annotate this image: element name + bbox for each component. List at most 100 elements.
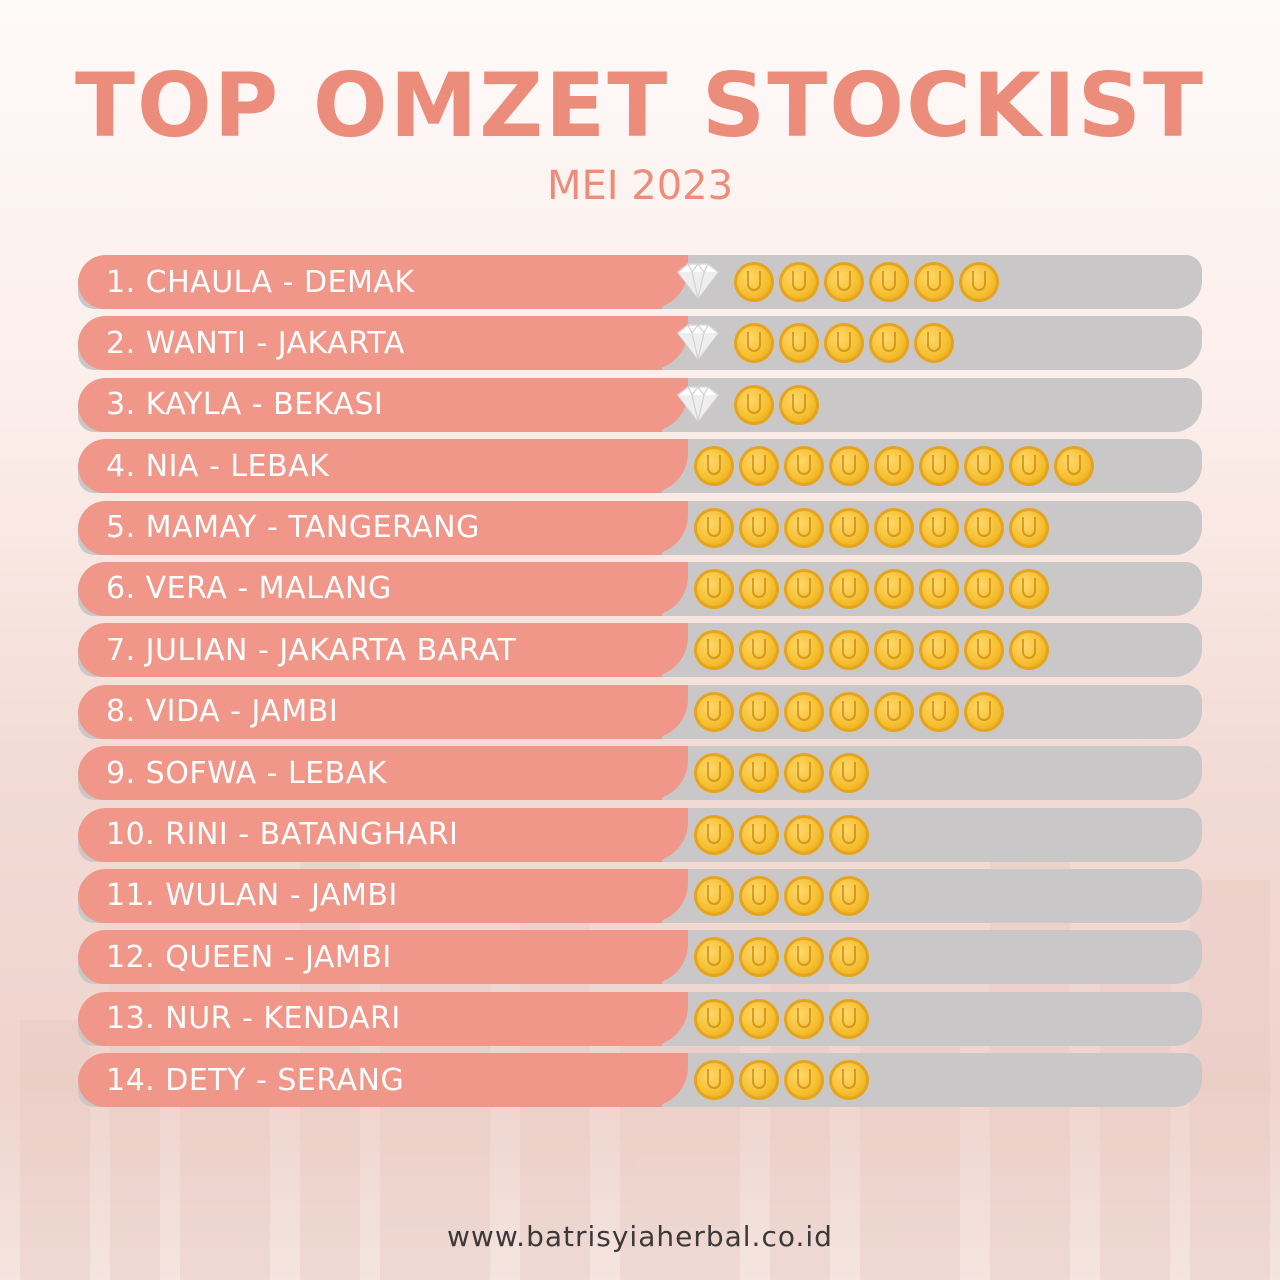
gold-coin-icon xyxy=(959,262,999,302)
gold-coin-icon xyxy=(829,1060,869,1101)
gold-coin-icon xyxy=(694,568,734,609)
gold-coin-icon xyxy=(914,262,954,302)
diamond-icon xyxy=(676,263,720,300)
gold-coin-icon xyxy=(964,568,1004,609)
award-icons xyxy=(670,378,1202,432)
gold-coin-icon xyxy=(739,568,779,609)
gold-coin-icon xyxy=(779,262,819,302)
gold-coin-icon xyxy=(784,937,824,978)
website-footer: www.batrisyiaherbal.co.id xyxy=(447,1220,833,1253)
gold-coin-icon xyxy=(829,568,869,609)
gold-coin-icon xyxy=(739,998,779,1039)
ranking-row: 3. KAYLA - BEKASI xyxy=(78,377,1202,432)
gold-coin-icon xyxy=(829,814,869,855)
ranking-row: 8. VIDA - JAMBI xyxy=(78,684,1202,739)
award-icons xyxy=(670,439,1202,493)
gold-coin-icon xyxy=(694,1060,734,1101)
award-icons xyxy=(670,930,1202,984)
gold-coin-icon xyxy=(694,691,734,732)
gold-coin-icon xyxy=(874,568,914,609)
gold-coin-icon xyxy=(734,384,774,425)
ranking-row: 14. DETY - SERANG xyxy=(78,1053,1202,1108)
gold-coin-icon xyxy=(1054,446,1094,487)
gold-coin-icon xyxy=(694,937,734,978)
gold-coin-icon xyxy=(874,691,914,732)
gold-coin-icon xyxy=(964,630,1004,671)
award-icons xyxy=(670,316,1202,370)
ranking-row: 12. QUEEN - JAMBI xyxy=(78,930,1202,985)
award-icons xyxy=(670,808,1202,862)
gold-coin-icon xyxy=(869,323,909,364)
stockist-name: 12. QUEEN - JAMBI xyxy=(78,930,688,985)
gold-coin-icon xyxy=(734,262,774,302)
ranking-row: 5. MAMAY - TANGERANG xyxy=(78,500,1202,555)
diamond-icon xyxy=(676,385,720,423)
gold-coin-icon xyxy=(784,568,824,609)
gold-coin-icon xyxy=(829,875,869,916)
gold-coin-icon xyxy=(784,1060,824,1101)
award-icons xyxy=(670,869,1202,923)
gold-coin-icon xyxy=(694,875,734,916)
gold-coin-icon xyxy=(1009,568,1049,609)
ranking-row: 7. JULIAN - JAKARTA BARAT xyxy=(78,623,1202,678)
gold-coin-icon xyxy=(694,814,734,855)
gold-coin-icon xyxy=(874,630,914,671)
gold-coin-icon xyxy=(829,691,869,732)
gold-coin-icon xyxy=(784,507,824,548)
gold-coin-icon xyxy=(739,630,779,671)
award-icons xyxy=(670,992,1202,1046)
gold-coin-icon xyxy=(919,507,959,548)
stockist-name: 5. MAMAY - TANGERANG xyxy=(78,500,688,555)
gold-coin-icon xyxy=(914,323,954,364)
stockist-name: 3. KAYLA - BEKASI xyxy=(78,377,688,432)
stockist-name: 4. NIA - LEBAK xyxy=(78,439,688,494)
gold-coin-icon xyxy=(919,691,959,732)
gold-coin-icon xyxy=(829,446,869,487)
gold-coin-icon xyxy=(1009,446,1049,487)
gold-coin-icon xyxy=(919,568,959,609)
gold-coin-icon xyxy=(919,446,959,487)
gold-coin-icon xyxy=(739,507,779,548)
ranking-row: 1. CHAULA - DEMAK xyxy=(78,255,1202,309)
award-icons xyxy=(670,623,1202,677)
award-icons xyxy=(670,562,1202,616)
ranking-row: 4. NIA - LEBAK xyxy=(78,439,1202,494)
gold-coin-icon xyxy=(1009,507,1049,548)
gold-coin-icon xyxy=(784,630,824,671)
stockist-name: 1. CHAULA - DEMAK xyxy=(78,255,688,309)
award-icons xyxy=(670,685,1202,739)
stockist-name: 8. VIDA - JAMBI xyxy=(78,684,688,739)
gold-coin-icon xyxy=(734,323,774,364)
gold-coin-icon xyxy=(784,814,824,855)
stockist-name: 6. VERA - MALANG xyxy=(78,561,688,616)
award-icons xyxy=(670,1053,1202,1107)
gold-coin-icon xyxy=(784,691,824,732)
gold-coin-icon xyxy=(779,384,819,425)
gold-coin-icon xyxy=(739,937,779,978)
gold-coin-icon xyxy=(964,507,1004,548)
gold-coin-icon xyxy=(739,691,779,732)
gold-coin-icon xyxy=(829,507,869,548)
diamond-icon xyxy=(676,324,720,361)
gold-coin-icon xyxy=(739,1060,779,1101)
page-subtitle: MEI 2023 xyxy=(546,163,734,209)
gold-coin-icon xyxy=(779,323,819,364)
gold-coin-icon xyxy=(694,446,734,487)
gold-coin-icon xyxy=(739,814,779,855)
gold-coin-icon xyxy=(874,507,914,548)
gold-coin-icon xyxy=(739,875,779,916)
gold-coin-icon xyxy=(694,630,734,671)
gold-coin-icon xyxy=(824,262,864,302)
ranking-row: 13. NUR - KENDARI xyxy=(78,991,1202,1046)
page-title: TOP OMZET STOCKIST xyxy=(74,54,1206,157)
ranking-row: 10. RINI - BATANGHARI xyxy=(78,807,1202,862)
gold-coin-icon xyxy=(784,446,824,487)
gold-coin-icon xyxy=(1009,630,1049,671)
ranking-row: 11. WULAN - JAMBI xyxy=(78,868,1202,923)
gold-coin-icon xyxy=(784,753,824,794)
stockist-name: 13. NUR - KENDARI xyxy=(78,991,688,1046)
stockist-name: 11. WULAN - JAMBI xyxy=(78,868,688,923)
stockist-name: 14. DETY - SERANG xyxy=(78,1053,688,1108)
gold-coin-icon xyxy=(874,446,914,487)
gold-coin-icon xyxy=(829,630,869,671)
